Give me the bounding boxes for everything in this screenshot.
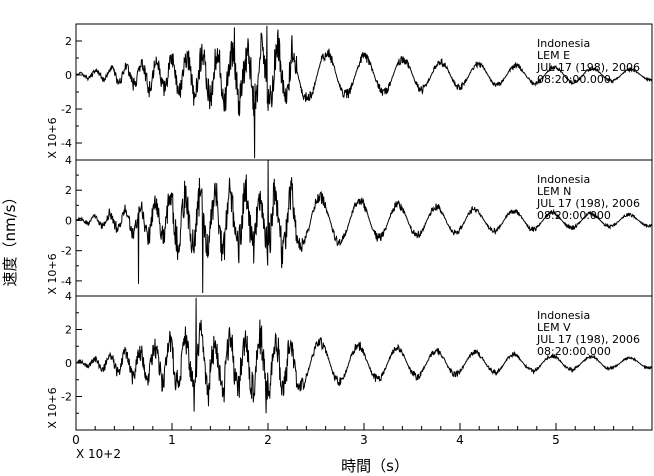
y-tick-label: -4 xyxy=(61,137,72,150)
trace-annotation-line: JUL 17 (198), 2006 xyxy=(536,197,640,210)
x-multiplier-label: X 10+2 xyxy=(76,447,121,461)
trace-annotation-line: Indonesia xyxy=(537,173,590,186)
y-tick-label: 4 xyxy=(65,290,72,303)
trace-annotation-line: LEM E xyxy=(537,49,570,62)
trace-annotation-line: JUL 17 (198), 2006 xyxy=(536,333,640,346)
trace-annotation-line: LEM N xyxy=(537,185,571,198)
y-tick-label: 0 xyxy=(65,69,72,82)
x-tick-label: 1 xyxy=(168,433,176,447)
y-multiplier-label: X 10+6 xyxy=(46,117,59,158)
waveform-trace xyxy=(75,25,653,159)
y-tick-label: 2 xyxy=(65,324,72,337)
trace-annotation-line: LEM V xyxy=(537,321,571,334)
y-tick-label: -2 xyxy=(61,103,72,116)
y-tick-label: 2 xyxy=(65,184,72,197)
x-tick-label: 0 xyxy=(72,433,80,447)
y-tick-label: 2 xyxy=(65,35,72,48)
x-tick-label: 3 xyxy=(360,433,368,447)
x-axis: 0 1 2 3 4 5 xyxy=(72,423,634,447)
y-multiplier-label: X 10+6 xyxy=(46,253,59,294)
x-axis-label: 時間（s） xyxy=(341,457,409,475)
y-tick-label: -2 xyxy=(61,245,72,258)
trace-annotation-line: 08:20:00.000 xyxy=(537,209,611,222)
trace-annotation-line: Indonesia xyxy=(537,37,590,50)
x-tick-label: 4 xyxy=(456,433,464,447)
x-tick-label: 5 xyxy=(552,433,560,447)
y-tick-label: 0 xyxy=(65,214,72,227)
trace-annotation-line: 08:20:00.000 xyxy=(537,73,611,86)
y-tick-label: 4 xyxy=(65,154,72,167)
x-tick-label: 2 xyxy=(264,433,272,447)
y-multiplier-label: X 10+6 xyxy=(46,387,59,428)
trace-annotation-line: JUL 17 (198), 2006 xyxy=(536,61,640,74)
trace-annotation-line: 08:20:00.000 xyxy=(537,345,611,358)
y-tick-label: -4 xyxy=(61,275,72,288)
y-tick-label: 0 xyxy=(65,357,72,370)
trace-annotation-line: Indonesia xyxy=(537,309,590,322)
waveform-trace xyxy=(75,159,653,294)
waveform-trace xyxy=(75,297,653,414)
y-axis-label: 速度（nm/s） xyxy=(1,190,19,287)
y-tick-label: -2 xyxy=(61,391,72,404)
